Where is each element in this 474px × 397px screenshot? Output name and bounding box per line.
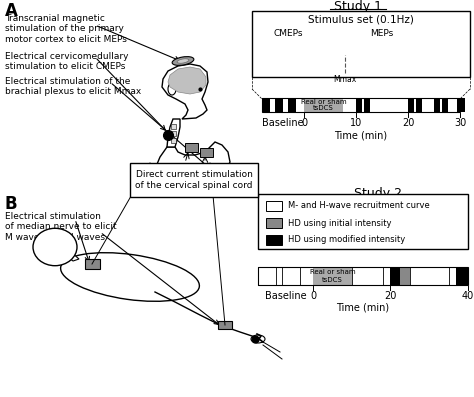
Ellipse shape [172, 57, 194, 66]
Bar [262, 98, 270, 112]
Bar [258, 267, 468, 285]
Bar [171, 138, 176, 143]
Bar [364, 98, 370, 112]
Bar [408, 98, 414, 112]
Text: A: A [5, 2, 18, 20]
Bar [171, 124, 176, 129]
Bar [434, 98, 440, 112]
Text: 30: 30 [454, 118, 466, 128]
Bar [304, 98, 343, 112]
Text: Real or sham
tsDCS: Real or sham tsDCS [310, 270, 355, 283]
Bar [275, 98, 283, 112]
Bar [262, 98, 460, 112]
Bar [356, 98, 362, 112]
Text: HD using modified intensity: HD using modified intensity [288, 235, 405, 245]
Bar [171, 131, 176, 136]
Bar [252, 11, 470, 77]
Text: 0: 0 [301, 118, 307, 128]
Bar [416, 98, 422, 112]
Text: Baseline: Baseline [262, 118, 304, 128]
Bar [266, 201, 282, 211]
Text: Study 1: Study 1 [334, 0, 382, 13]
Bar [200, 148, 213, 157]
Text: Time (min): Time (min) [335, 130, 388, 140]
Text: Time (min): Time (min) [337, 303, 390, 313]
Bar [391, 267, 400, 285]
Bar [288, 98, 296, 112]
Polygon shape [167, 119, 180, 147]
Bar [266, 218, 282, 228]
Text: Stimulus set (0.1Hz): Stimulus set (0.1Hz) [308, 15, 414, 25]
Bar [400, 267, 410, 285]
Polygon shape [162, 64, 208, 119]
Ellipse shape [251, 335, 265, 343]
Bar [262, 98, 270, 112]
Bar [85, 259, 100, 269]
Bar [313, 267, 352, 285]
Text: 20: 20 [402, 118, 414, 128]
Text: HD using initial intensity: HD using initial intensity [288, 218, 392, 227]
Bar [262, 98, 460, 112]
Text: CMEPs: CMEPs [274, 29, 303, 38]
Bar [258, 267, 276, 285]
Bar [288, 98, 296, 112]
Ellipse shape [168, 83, 176, 95]
Ellipse shape [61, 252, 200, 301]
Bar [352, 267, 383, 285]
Text: Electrical stimulation
of median nerve to elicit
M waves and H waves: Electrical stimulation of median nerve t… [5, 212, 117, 242]
Bar [185, 143, 198, 152]
Text: MEPs: MEPs [370, 29, 393, 38]
Bar [258, 194, 468, 249]
Bar [410, 267, 448, 285]
Bar [258, 267, 468, 285]
Polygon shape [155, 142, 230, 192]
Bar [282, 267, 300, 285]
Text: 40: 40 [462, 291, 474, 301]
Text: Baseline: Baseline [264, 291, 306, 301]
Text: Direct current stimulation
of the cervical spinal cord: Direct current stimulation of the cervic… [135, 170, 253, 190]
Text: M- and H-wave recruitment curve: M- and H-wave recruitment curve [288, 202, 430, 210]
Text: 0: 0 [310, 291, 316, 301]
Ellipse shape [33, 228, 77, 266]
Bar [266, 235, 282, 245]
Bar [456, 267, 468, 285]
Polygon shape [168, 67, 206, 94]
Bar [275, 98, 283, 112]
Text: Study 2: Study 2 [354, 187, 402, 200]
Text: Transcranial magnetic
stimulation of the primary
motor cortex to elicit MEPs: Transcranial magnetic stimulation of the… [5, 14, 127, 44]
Text: Electrical cervicomedullary
stimulation to elicit CMEPs: Electrical cervicomedullary stimulation … [5, 52, 128, 71]
Text: Mmax: Mmax [333, 75, 356, 84]
Text: 10: 10 [350, 118, 362, 128]
Bar [442, 98, 448, 112]
Polygon shape [65, 252, 79, 261]
FancyBboxPatch shape [130, 163, 258, 197]
Bar [457, 98, 465, 112]
Ellipse shape [177, 59, 189, 63]
Text: 20: 20 [384, 291, 397, 301]
Text: B: B [5, 195, 18, 213]
Bar [218, 321, 232, 329]
Text: Electrical stimulation of the
brachial plexus to elicit Mmax: Electrical stimulation of the brachial p… [5, 77, 141, 96]
Text: Real or sham
tsDCS: Real or sham tsDCS [301, 98, 346, 112]
